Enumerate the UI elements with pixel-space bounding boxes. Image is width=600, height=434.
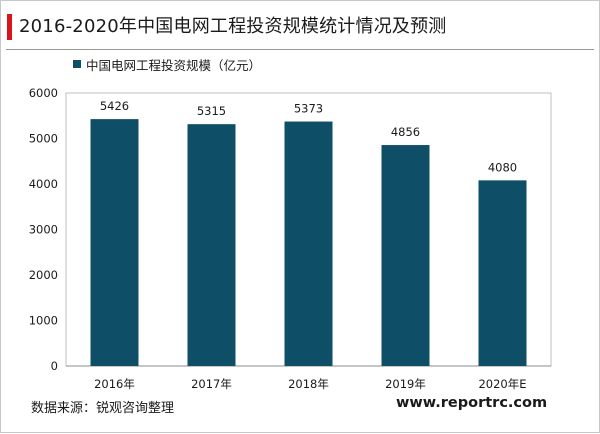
bar-data-label: 5373 [294, 102, 323, 116]
y-tick-label: 4000 [29, 177, 58, 191]
legend-label: 中国电网工程投资规模（亿元） [86, 57, 262, 73]
bar-data-label: 5315 [197, 104, 226, 118]
x-tick-label: 2020年E [478, 377, 526, 391]
y-tick-label: 1000 [29, 314, 58, 328]
x-tick-label: 2016年 [94, 377, 135, 391]
x-tick-label: 2018年 [288, 377, 329, 391]
y-tick-label: 0 [51, 359, 58, 373]
chart-title: 2016-2020年中国电网工程投资规模统计情况及预测 [19, 16, 447, 37]
bar [187, 124, 236, 366]
y-tick-label: 6000 [29, 86, 58, 100]
y-tick-label: 3000 [29, 223, 58, 237]
title-divider [6, 49, 594, 50]
bar [478, 180, 527, 366]
bar [284, 121, 333, 366]
y-tick-label: 5000 [29, 132, 58, 146]
title-accent-bar [7, 14, 12, 40]
bar [381, 145, 430, 366]
x-tick-label: 2019年 [385, 377, 426, 391]
bar-data-label: 5426 [100, 99, 129, 113]
x-tick-label: 2017年 [191, 377, 232, 391]
y-tick-label: 2000 [29, 268, 58, 282]
legend-swatch [73, 60, 81, 68]
bar [90, 119, 139, 366]
source-note: 数据来源：锐观咨询整理 [31, 401, 175, 416]
bar-data-label: 4080 [488, 160, 517, 174]
bar-data-label: 4856 [391, 125, 420, 139]
website-url: www.reportrc.com [396, 395, 548, 411]
legend: 中国电网工程投资规模（亿元） [73, 55, 261, 73]
